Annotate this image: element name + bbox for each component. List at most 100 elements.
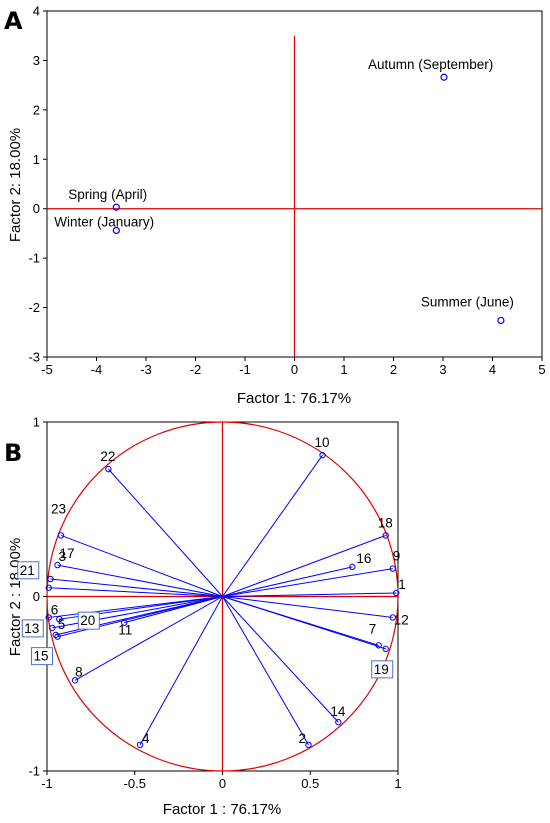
panel-b-vector-line — [222, 596, 339, 723]
panel-b-vector-label: 20 — [80, 613, 95, 628]
panel-a-plot: -5 -4 -3 -2 -1 0 1 2 3 4 5 -3 -2 -1 0 1 2 3 4 Spring (April… — [28, 4, 545, 378]
panel-b-vector-line — [222, 596, 393, 618]
panel-a-y-tick-label: 4 — [33, 4, 40, 19]
panel-b-vector-point — [389, 565, 396, 572]
panel-a-data-point — [440, 73, 448, 81]
panel-a-x-tick-label: 3 — [439, 362, 446, 377]
panel-b-plot: -1 -0.5 0 0.5 1-1011234567891011121314151617… — [17, 415, 409, 791]
panel-b-vector-point — [389, 614, 396, 621]
panel-b-vector-point — [57, 532, 65, 539]
panel-a-point-label: Spring (April) — [68, 187, 147, 202]
panel-b-letter: B — [4, 439, 22, 467]
panel-b-vector-label: 19 — [374, 662, 389, 677]
panel-b-vector-point — [56, 615, 63, 623]
panel-b-vector-line — [222, 568, 393, 597]
panel-b-vector-label: 4 — [142, 731, 150, 746]
panel-b-vector-point — [349, 563, 356, 571]
panel-b-vector-point — [305, 741, 312, 749]
panel-b-vector-point — [45, 584, 52, 591]
panel-b-vector-label: 2 — [298, 731, 306, 746]
panel-a-x-tick-label: 1 — [340, 362, 347, 377]
panel-b-vector-label: 18 — [378, 515, 393, 530]
panel-b-vector-label: 23 — [51, 501, 66, 516]
panel-b-vector-label: 7 — [369, 621, 377, 636]
panel-a-point-label: Autumn (September) — [368, 57, 493, 72]
panel-b-vector-point — [45, 614, 52, 621]
panel-b-vector-line — [74, 596, 223, 681]
panel-b-x-tick-label: -0.5 — [124, 776, 146, 791]
panel-b-y-axis-label: Factor 2 : 18.00% — [7, 538, 24, 656]
panel-b-vector-label: 22 — [100, 449, 115, 464]
panel-a-y-tick-label: -1 — [28, 251, 40, 266]
panel-b-vector-line — [57, 596, 223, 638]
panel-b-vector-line — [222, 566, 353, 597]
panel-b-vector-point — [136, 741, 144, 749]
panel-b-vector-line — [48, 587, 223, 597]
panel-b-label-box — [371, 660, 394, 679]
panel-b-vector-line — [222, 596, 309, 746]
panel-b-vector-line — [48, 596, 223, 618]
panel-a-x-tick-label: -2 — [190, 362, 202, 377]
panel-a-x-tick-label: 5 — [538, 362, 545, 377]
panel-a-point-label: Winter (January) — [54, 214, 154, 229]
panel-b-vector-label: 6 — [51, 602, 59, 617]
panel-b-x-axis-label: Factor 1 : 76.17% — [163, 801, 281, 818]
panel-b-vector-line — [222, 534, 386, 597]
panel-b-vector-line — [60, 534, 223, 597]
panel-b-vector-point — [382, 645, 389, 653]
panel-b-vector-line — [108, 468, 223, 597]
panel-b-y-tick-label: 0 — [33, 589, 40, 604]
panel-a-y-tick-label: 3 — [33, 53, 40, 68]
panel-b-y-tick-label: 1 — [33, 415, 40, 430]
panel-b-x-tick-label: -1 — [41, 776, 53, 791]
panel-b-vector-point — [393, 589, 400, 597]
panel-b-vector-label: 13 — [24, 621, 39, 636]
panel-a-x-tick-label: -3 — [140, 362, 152, 377]
panel-a-data-point — [112, 226, 120, 235]
panel-b-vector-line — [222, 592, 397, 597]
panel-a-y-tick-label: 0 — [33, 201, 40, 216]
panel-a-y-tick-label: 2 — [33, 102, 40, 117]
panel-b-y-tick-label: -1 — [28, 764, 40, 779]
panel-a-data-point — [497, 316, 505, 325]
panel-b-x-tick-label: 0.5 — [301, 776, 319, 791]
panel-a-y-tick-label: -2 — [28, 300, 40, 315]
panel-b-label-box — [31, 647, 54, 666]
panel-a-x-tick-label: -4 — [91, 362, 103, 377]
panel-a-y-tick-label: -3 — [28, 350, 40, 365]
panel-b-vector-label: 14 — [330, 704, 346, 719]
panel-a-x-tick-label: 0 — [291, 362, 298, 377]
panel-a-x-tick-label: -5 — [41, 362, 53, 377]
panel-b-vector-line — [50, 578, 223, 597]
panel-b-label-box — [17, 561, 40, 580]
panel-b-vector-label: 9 — [393, 549, 401, 564]
panel-a-point-label: Summer (June) — [421, 294, 514, 309]
panel-b-label-box — [21, 619, 44, 638]
panel-a-x-tick-label: 4 — [489, 362, 496, 377]
panel-b-vector-label: 11 — [118, 623, 132, 638]
panel-b-vector-label: 3 — [59, 549, 67, 564]
panel-b-vector-label: 8 — [75, 664, 83, 679]
panel-b-x-tick-label: 0 — [219, 776, 226, 791]
panel-b-vector-label: 1 — [398, 577, 406, 592]
panel-b-vector-point — [52, 631, 59, 639]
panel-b-vector-point — [49, 624, 56, 632]
panel-b-vector-point — [54, 633, 61, 640]
panel-b-vector-label: 5 — [58, 617, 66, 632]
panel-b-vector-label: 16 — [356, 551, 371, 566]
panel-a-x-axis-label: Factor 1: 76.17% — [237, 390, 351, 407]
panel-b-vector-line — [222, 596, 386, 650]
panel-a-y-tick-label: 1 — [33, 152, 40, 167]
panel-b-vector-point — [71, 677, 79, 684]
panel-b-vector-point — [382, 532, 389, 539]
panel-b-vector-label: 17 — [60, 546, 75, 561]
panel-b-vector-point — [319, 451, 326, 459]
panel-b-vector-label: 21 — [20, 563, 35, 578]
panel-a-x-tick-label: 2 — [390, 362, 397, 377]
panel-b-vector-label: 15 — [34, 649, 49, 664]
panel-b-vector-line — [57, 564, 223, 597]
panel-b-x-tick-label: 1 — [394, 776, 401, 791]
panel-b-vector-point — [54, 561, 61, 569]
panel-b-vector-point — [47, 575, 54, 583]
panel-b-label-box — [77, 611, 100, 630]
